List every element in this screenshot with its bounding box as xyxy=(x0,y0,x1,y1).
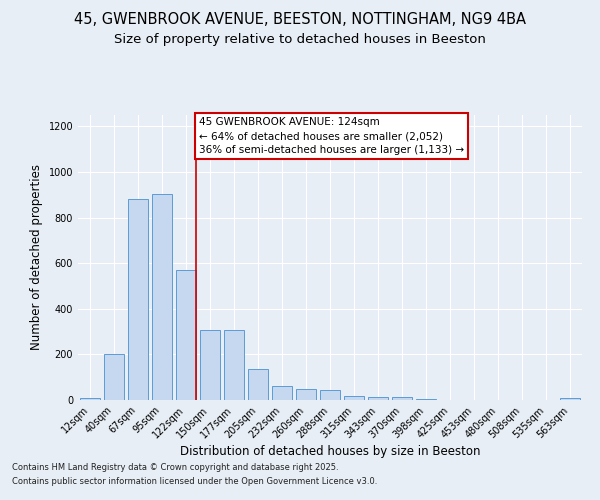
Text: 45, GWENBROOK AVENUE, BEESTON, NOTTINGHAM, NG9 4BA: 45, GWENBROOK AVENUE, BEESTON, NOTTINGHA… xyxy=(74,12,526,28)
Text: 45 GWENBROOK AVENUE: 124sqm
← 64% of detached houses are smaller (2,052)
36% of : 45 GWENBROOK AVENUE: 124sqm ← 64% of det… xyxy=(199,118,464,156)
Bar xyxy=(128,200,148,400)
Y-axis label: Number of detached properties: Number of detached properties xyxy=(30,164,43,350)
Text: Size of property relative to detached houses in Beeston: Size of property relative to detached ho… xyxy=(114,32,486,46)
Bar xyxy=(296,388,316,400)
Text: Contains public sector information licensed under the Open Government Licence v3: Contains public sector information licen… xyxy=(12,477,377,486)
Bar xyxy=(224,330,244,400)
Bar xyxy=(200,330,220,400)
Bar xyxy=(176,270,196,400)
Bar xyxy=(320,390,340,400)
Bar xyxy=(272,386,292,400)
Text: Contains HM Land Registry data © Crown copyright and database right 2025.: Contains HM Land Registry data © Crown c… xyxy=(12,464,338,472)
Bar xyxy=(80,398,100,400)
Bar xyxy=(152,194,172,400)
Bar xyxy=(368,398,388,400)
Bar xyxy=(248,369,268,400)
Bar xyxy=(392,396,412,400)
Bar xyxy=(104,354,124,400)
Bar xyxy=(344,396,364,400)
X-axis label: Distribution of detached houses by size in Beeston: Distribution of detached houses by size … xyxy=(180,446,480,458)
Bar xyxy=(560,398,580,400)
